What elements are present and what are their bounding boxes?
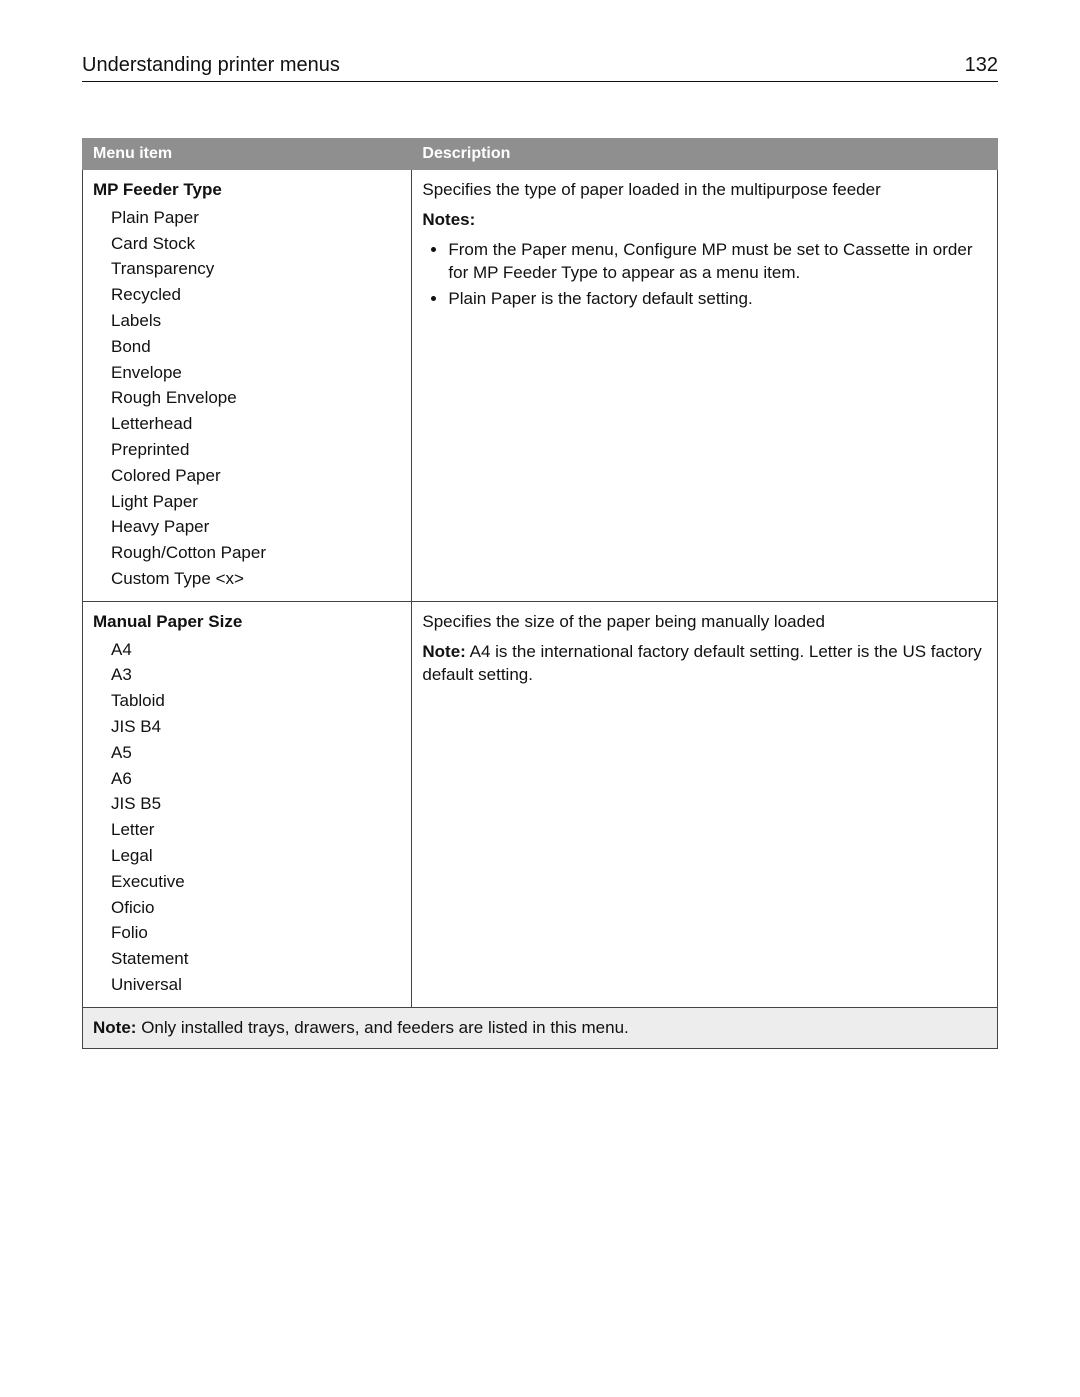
page: Understanding printer menus 132 Menu ite… <box>0 0 1080 1397</box>
description-text: Specifies the type of paper loaded in th… <box>422 178 987 202</box>
menu-option: Preprinted <box>111 438 401 462</box>
menu-option: Plain Paper <box>111 206 401 230</box>
note-item: From the Paper menu, Configure MP must b… <box>448 238 987 286</box>
menu-option: Envelope <box>111 361 401 385</box>
menu-option: Rough/Cotton Paper <box>111 541 401 565</box>
menu-option: Letter <box>111 818 401 842</box>
menu-table: Menu item Description MP Feeder Type Pla… <box>82 138 998 1049</box>
note-inline: Note: A4 is the international factory de… <box>422 640 987 688</box>
menu-option: JIS B4 <box>111 715 401 739</box>
description-text: Specifies the size of the paper being ma… <box>422 610 987 634</box>
menu-option: Bond <box>111 335 401 359</box>
table-header-row: Menu item Description <box>83 139 998 170</box>
notes-label: Notes: <box>422 208 987 232</box>
menu-option: Legal <box>111 844 401 868</box>
menu-option: JIS B5 <box>111 792 401 816</box>
menu-option-list: A4 A3 Tabloid JIS B4 A5 A6 JIS B5 Letter… <box>93 638 401 997</box>
page-number: 132 <box>965 54 998 77</box>
menu-option: Executive <box>111 870 401 894</box>
menu-option: Letterhead <box>111 412 401 436</box>
menu-option: Recycled <box>111 283 401 307</box>
note-label: Note: <box>422 642 465 661</box>
menu-option: Card Stock <box>111 232 401 256</box>
table-footer-note-row: Note: Only installed trays, drawers, and… <box>83 1007 998 1048</box>
menu-item-cell: MP Feeder Type Plain Paper Card Stock Tr… <box>83 170 412 602</box>
menu-option: A4 <box>111 638 401 662</box>
section-title: Understanding printer menus <box>82 54 340 77</box>
page-header: Understanding printer menus 132 <box>82 54 998 82</box>
menu-option: Oficio <box>111 896 401 920</box>
column-header-description: Description <box>412 139 998 170</box>
footer-note-text: Only installed trays, drawers, and feede… <box>141 1018 629 1037</box>
menu-item-cell: Manual Paper Size A4 A3 Tabloid JIS B4 A… <box>83 601 412 1007</box>
column-header-menu-item: Menu item <box>83 139 412 170</box>
menu-option: Colored Paper <box>111 464 401 488</box>
menu-option: A5 <box>111 741 401 765</box>
table-footer-note: Note: Only installed trays, drawers, and… <box>83 1007 998 1048</box>
footer-note-label: Note: <box>93 1018 136 1037</box>
description-cell: Specifies the size of the paper being ma… <box>412 601 998 1007</box>
menu-option: Rough Envelope <box>111 386 401 410</box>
menu-option: Statement <box>111 947 401 971</box>
table-row: Manual Paper Size A4 A3 Tabloid JIS B4 A… <box>83 601 998 1007</box>
menu-option: Tabloid <box>111 689 401 713</box>
note-text: A4 is the international factory default … <box>422 642 981 685</box>
menu-option: Universal <box>111 973 401 997</box>
menu-option: Folio <box>111 921 401 945</box>
menu-option: Heavy Paper <box>111 515 401 539</box>
menu-option-list: Plain Paper Card Stock Transparency Recy… <box>93 206 401 591</box>
menu-item-title: MP Feeder Type <box>93 178 401 202</box>
menu-option: Light Paper <box>111 490 401 514</box>
menu-option: Custom Type <x> <box>111 567 401 591</box>
menu-option: A6 <box>111 767 401 791</box>
note-item: Plain Paper is the factory default setti… <box>448 287 987 311</box>
table-row: MP Feeder Type Plain Paper Card Stock Tr… <box>83 170 998 602</box>
menu-option: Transparency <box>111 257 401 281</box>
description-cell: Specifies the type of paper loaded in th… <box>412 170 998 602</box>
notes-list: From the Paper menu, Configure MP must b… <box>422 238 987 311</box>
menu-item-title: Manual Paper Size <box>93 610 401 634</box>
menu-option: A3 <box>111 663 401 687</box>
menu-option: Labels <box>111 309 401 333</box>
